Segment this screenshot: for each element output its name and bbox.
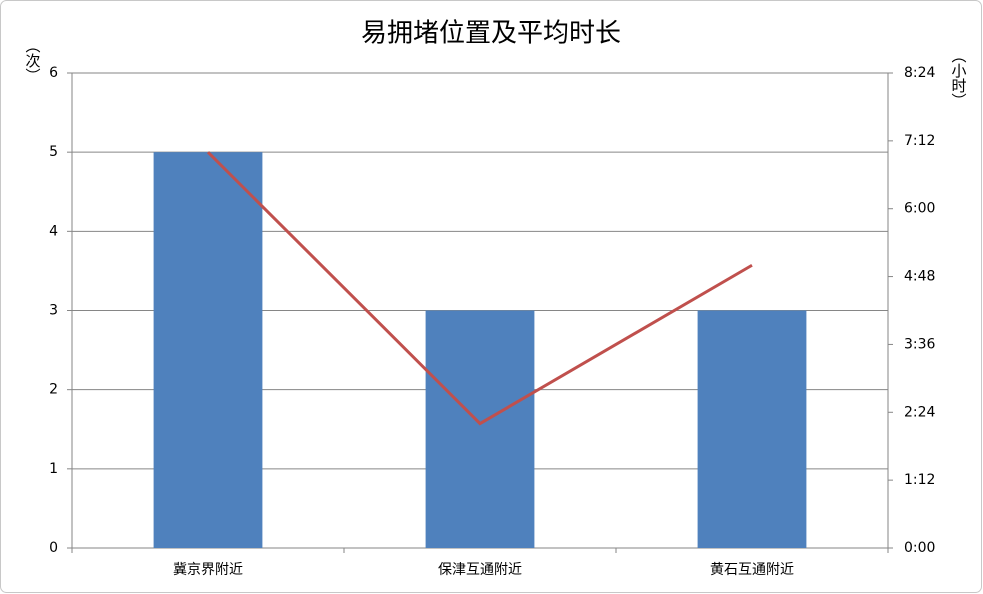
line xyxy=(206,151,753,426)
y-tick-label: 0 xyxy=(49,540,58,556)
y2-tick-label: 8:24 xyxy=(904,65,936,81)
y-tick-label: 6 xyxy=(49,65,58,81)
bar xyxy=(425,310,535,548)
y-tick-label: 4 xyxy=(49,223,58,239)
x-tick-label: 保津互通附近 xyxy=(438,562,522,578)
y-tick-label: 2 xyxy=(49,382,58,398)
y2-tick-label: 0:00 xyxy=(904,540,935,556)
y-tick-label: 5 xyxy=(49,144,58,160)
y2-tick-label: 6:00 xyxy=(904,201,935,217)
bar xyxy=(153,152,263,548)
chart-title: 易拥堵位置及平均时长 xyxy=(361,19,621,49)
x-tick-label: 黄石互通附近 xyxy=(710,561,794,578)
y-axis-label: （次） xyxy=(24,38,42,83)
bar xyxy=(697,310,807,548)
y2-tick-label: 4:48 xyxy=(904,269,935,285)
y2-tick-label: 1:12 xyxy=(904,472,935,488)
y2-tick-label: 7:12 xyxy=(904,133,935,149)
y2-tick-label: 2:24 xyxy=(904,404,936,420)
x-tick-label: 冀京界附近 xyxy=(173,562,243,578)
y2-axis-label: （小时） xyxy=(950,48,968,108)
y-tick-label: 3 xyxy=(49,303,58,319)
y2-tick-label: 3:36 xyxy=(904,336,936,352)
y-tick-label: 1 xyxy=(49,461,58,477)
